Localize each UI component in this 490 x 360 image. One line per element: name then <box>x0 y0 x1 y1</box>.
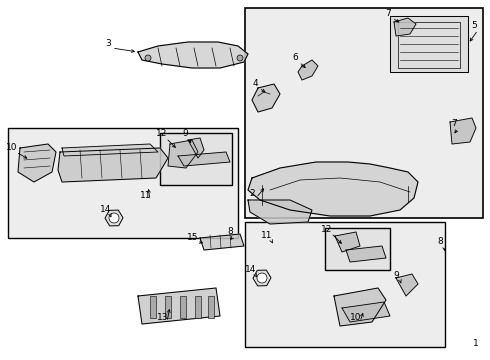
Bar <box>160 133 232 185</box>
Text: 1: 1 <box>473 339 479 348</box>
Bar <box>8 128 238 238</box>
Bar <box>325 228 390 270</box>
Bar <box>245 222 445 347</box>
Text: 5: 5 <box>471 22 477 31</box>
Polygon shape <box>396 274 418 296</box>
Polygon shape <box>450 118 476 144</box>
Text: 11: 11 <box>140 192 152 201</box>
Polygon shape <box>178 152 230 166</box>
Polygon shape <box>335 232 360 252</box>
Circle shape <box>145 55 151 61</box>
Polygon shape <box>200 234 244 250</box>
Polygon shape <box>342 302 390 322</box>
Text: 10: 10 <box>350 314 362 323</box>
Text: 2: 2 <box>249 189 255 198</box>
Polygon shape <box>58 148 168 182</box>
Text: 11: 11 <box>261 231 273 240</box>
Polygon shape <box>248 162 418 216</box>
Bar <box>160 133 232 185</box>
Circle shape <box>257 273 267 283</box>
Text: 14: 14 <box>245 266 257 274</box>
Text: 12: 12 <box>156 130 168 139</box>
Text: 12: 12 <box>321 225 333 234</box>
Polygon shape <box>298 60 318 80</box>
Bar <box>150 296 156 318</box>
Text: 9: 9 <box>393 271 399 280</box>
Text: 7: 7 <box>385 9 391 18</box>
Text: 8: 8 <box>437 238 443 247</box>
Polygon shape <box>188 138 204 158</box>
Text: 6: 6 <box>292 54 298 63</box>
Polygon shape <box>390 16 468 72</box>
Text: 10: 10 <box>6 144 18 153</box>
Bar <box>180 296 186 318</box>
Bar <box>8 128 238 238</box>
Text: 13: 13 <box>157 314 169 323</box>
Bar <box>245 222 445 347</box>
Text: 3: 3 <box>105 40 111 49</box>
Text: 7: 7 <box>451 120 457 129</box>
Bar <box>325 228 390 270</box>
Polygon shape <box>346 246 386 262</box>
Polygon shape <box>18 144 56 182</box>
Polygon shape <box>252 84 280 112</box>
Polygon shape <box>334 288 386 326</box>
Bar <box>245 8 483 218</box>
Polygon shape <box>138 288 220 324</box>
Polygon shape <box>394 18 416 36</box>
Text: 8: 8 <box>227 228 233 237</box>
Polygon shape <box>138 42 248 68</box>
Text: 15: 15 <box>187 233 199 242</box>
Bar <box>208 296 214 318</box>
Bar <box>245 8 483 218</box>
Circle shape <box>237 55 243 61</box>
Bar <box>195 296 201 318</box>
Text: 9: 9 <box>182 130 188 139</box>
Bar <box>165 296 171 318</box>
Polygon shape <box>62 144 158 156</box>
Text: 14: 14 <box>100 206 112 215</box>
Text: 4: 4 <box>252 80 258 89</box>
Circle shape <box>109 213 119 223</box>
Polygon shape <box>248 200 312 224</box>
Polygon shape <box>168 140 198 168</box>
